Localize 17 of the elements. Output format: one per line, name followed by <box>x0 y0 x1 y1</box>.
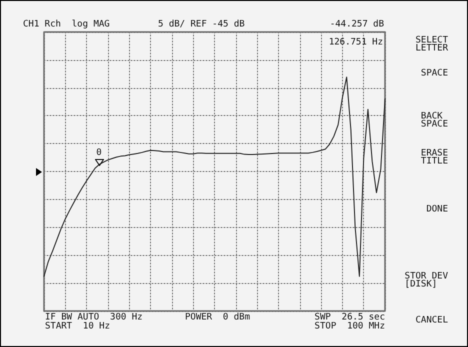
text: CANCEL <box>415 316 448 326</box>
text: CH1 Rch log MAG <box>23 20 110 30</box>
annotation: 0 <box>96 148 102 158</box>
text: STOP 100 MHz <box>314 322 386 332</box>
text: 126.751 Hz <box>328 38 384 48</box>
text: IF BW AUTO 300 Hz <box>45 312 143 322</box>
text: SWP 26.5 sec <box>314 312 386 322</box>
text: SELECT LETTER <box>415 36 449 54</box>
text: ERASE TITLE <box>420 148 448 166</box>
text: -44.257 dB <box>330 20 384 30</box>
text: POWER 0 dBm <box>185 312 250 322</box>
text: STOR DEV [DISK] <box>404 272 449 290</box>
text: SPACE <box>420 68 448 78</box>
text: DONE <box>426 204 448 214</box>
text: 5 dB/ REF -45 dB <box>158 20 245 30</box>
text: START 10 Hz <box>45 322 110 332</box>
text: BACK SPACE <box>420 112 448 130</box>
